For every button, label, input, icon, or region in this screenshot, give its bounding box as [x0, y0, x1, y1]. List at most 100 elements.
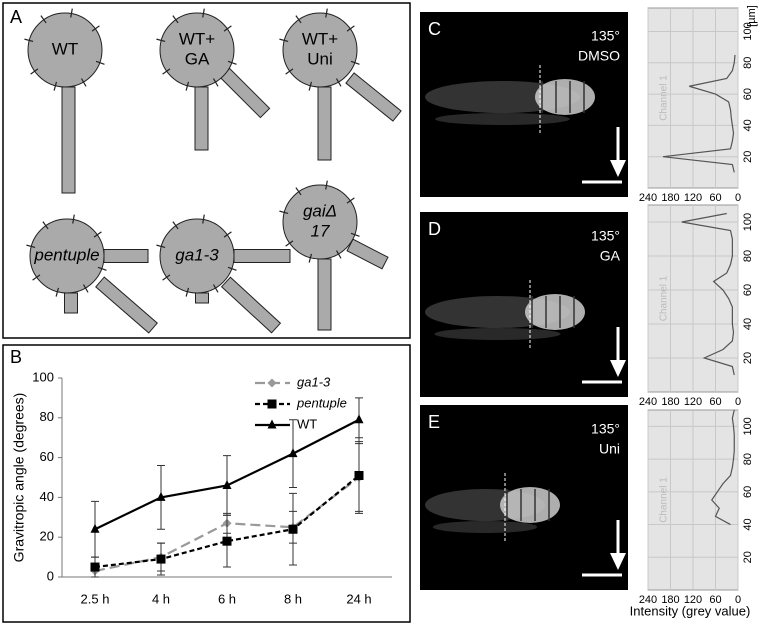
point: [156, 554, 166, 564]
seedling: [159, 12, 235, 88]
root: [219, 67, 271, 119]
tick: [212, 78, 219, 87]
tick: [91, 25, 100, 32]
channel-label: Channel 1: [659, 477, 670, 523]
tick: [279, 210, 289, 215]
y-tick-label: 20: [742, 551, 754, 563]
point: [156, 491, 166, 501]
panel-letter: E: [428, 412, 440, 432]
panel-letter: C: [428, 19, 441, 39]
tick: [223, 231, 232, 238]
tick: [223, 25, 232, 32]
angle-label: 135°: [591, 421, 620, 437]
tick: [156, 244, 166, 249]
panel-letter: A: [10, 7, 22, 27]
angle-label: 135°: [591, 28, 620, 44]
tick: [172, 221, 179, 230]
y-tick-label: 100: [742, 417, 754, 435]
panel-letter: B: [10, 347, 22, 367]
y-tick-label: 20: [742, 352, 754, 364]
plant-label: gaiΔ: [303, 201, 337, 220]
legend-marker: [267, 378, 277, 388]
tick: [42, 221, 49, 230]
root-glow: [434, 328, 561, 340]
plant-label: WT: [52, 39, 78, 58]
y-axis-title: Gravitropic angle (degrees): [11, 393, 27, 563]
y-tick-label: 0: [47, 568, 54, 583]
root-glow: [435, 113, 570, 125]
y-tick-label: 40: [742, 518, 754, 530]
x-tick-label: 0: [735, 594, 741, 606]
profile-line: [681, 212, 735, 376]
tick: [308, 81, 313, 91]
tick: [295, 15, 302, 24]
x-tick-label: 120: [684, 396, 702, 408]
x-tick-label: 60: [709, 192, 721, 204]
profile-line: [662, 54, 736, 173]
x-tick-label: 240: [639, 192, 657, 204]
tick: [24, 38, 34, 43]
x-tick-label: 4 h: [152, 591, 170, 606]
y-tick-label: 60: [40, 449, 54, 464]
tick: [346, 197, 355, 204]
plant-label: pentuple: [33, 245, 99, 264]
tick: [325, 180, 328, 190]
tick: [32, 274, 41, 281]
tick: [82, 284, 89, 293]
legend-label: WT: [297, 416, 317, 431]
tick: [70, 8, 73, 18]
tick: [93, 231, 102, 238]
legend-marker: [267, 419, 277, 429]
tick: [40, 15, 47, 24]
panel-letter: D: [428, 219, 441, 239]
tick: [285, 240, 294, 247]
tick: [335, 78, 342, 87]
point: [90, 562, 100, 572]
root: [61, 86, 76, 194]
root: [220, 276, 282, 334]
plant-label: 17: [311, 221, 330, 240]
point: [354, 471, 364, 481]
tick: [156, 38, 166, 43]
x-tick-label: 2.5 h: [81, 591, 110, 606]
plant-label: WT+: [302, 29, 338, 48]
y-tick-label: 100: [742, 22, 754, 40]
plant-label: Uni: [307, 49, 333, 68]
tick: [325, 8, 328, 18]
arrow-head: [610, 360, 626, 377]
root-cap: [500, 487, 560, 523]
root: [317, 86, 332, 161]
tick: [202, 8, 205, 18]
root-glow: [432, 521, 538, 533]
root: [64, 292, 78, 314]
x-tick-label: 180: [661, 594, 679, 606]
tick: [212, 284, 219, 293]
root: [194, 86, 209, 151]
tick: [53, 81, 58, 91]
y-tick-label: 60: [742, 486, 754, 498]
tick: [295, 187, 302, 196]
y-axis-title: [µm]: [746, 5, 758, 27]
y-tick-label: 20: [742, 151, 754, 163]
treatment-label: GA: [600, 248, 621, 264]
tick: [30, 68, 39, 75]
point: [222, 479, 232, 489]
root: [95, 276, 158, 334]
point: [288, 524, 298, 534]
x-axis-title: Intensity (grey value): [630, 603, 751, 618]
tick: [162, 274, 171, 281]
angle-label: 135°: [591, 228, 620, 244]
tick: [346, 25, 355, 32]
tick: [26, 244, 36, 249]
tick: [202, 214, 205, 224]
root: [317, 258, 332, 331]
x-tick-label: 60: [709, 396, 721, 408]
tick: [350, 60, 360, 65]
y-tick-label: 80: [742, 453, 754, 465]
seedling: [159, 218, 235, 294]
arrow-head: [610, 160, 626, 177]
tick: [172, 15, 179, 24]
point: [354, 414, 364, 424]
y-tick-label: 80: [742, 57, 754, 69]
legend-label: pentuple: [296, 395, 347, 410]
